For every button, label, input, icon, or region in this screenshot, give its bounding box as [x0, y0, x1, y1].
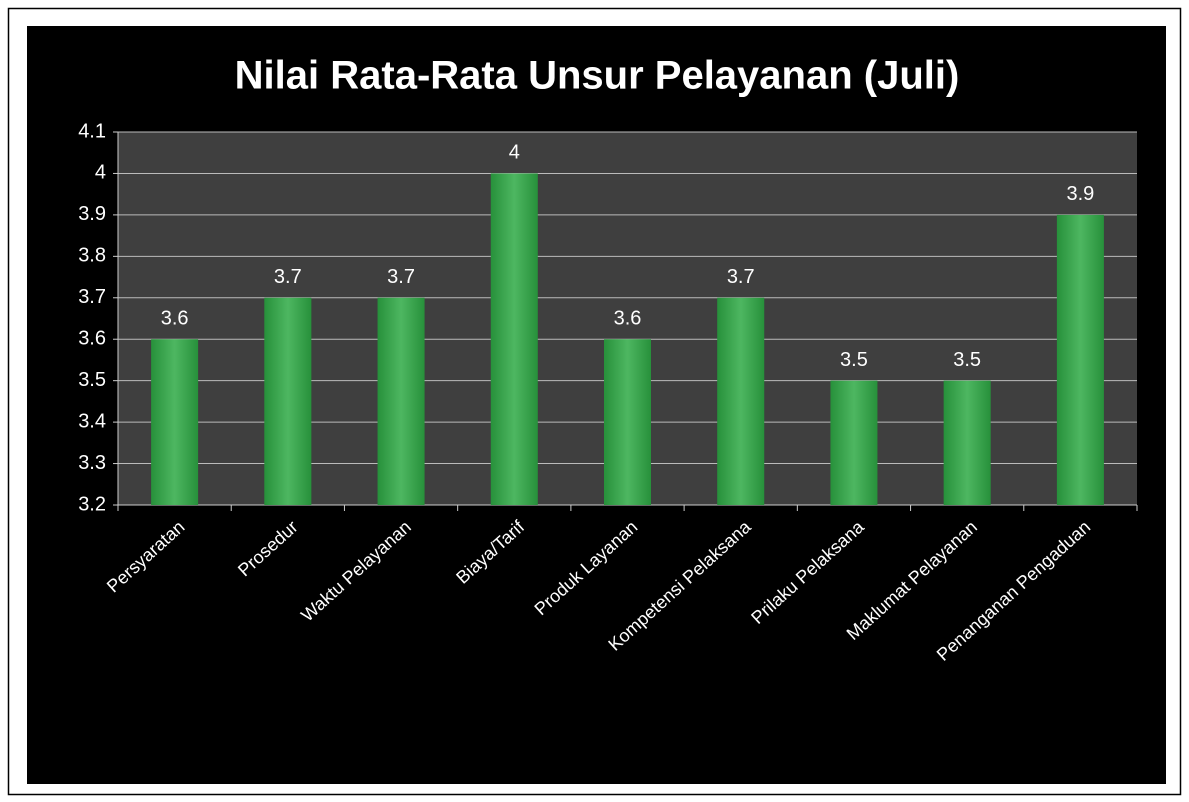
y-tick-label: 3.6: [78, 328, 106, 350]
value-label: 3.7: [387, 266, 415, 288]
y-tick-label: 4: [95, 162, 106, 184]
value-label: 3.5: [953, 349, 981, 371]
y-tick-label: 4.1: [78, 120, 106, 142]
value-label: 3.5: [840, 349, 868, 371]
y-tick-label: 3.7: [78, 286, 106, 308]
y-tick-label: 3.8: [78, 245, 106, 267]
bar-shade: [151, 339, 199, 505]
value-label: 3.6: [161, 308, 189, 330]
value-label: 4: [509, 142, 520, 164]
value-label: 3.6: [614, 308, 642, 330]
bar-shade: [943, 380, 991, 505]
y-tick-label: 3.9: [78, 203, 106, 225]
y-tick-label: 3.3: [78, 452, 106, 474]
bar-shade: [830, 380, 878, 505]
bar-shade: [490, 173, 538, 505]
value-label: 3.9: [1066, 183, 1094, 205]
bar-shade: [264, 297, 312, 505]
bar-shade: [717, 297, 765, 505]
bar-shade: [1056, 214, 1104, 505]
value-label: 3.7: [274, 266, 302, 288]
chart-title: Nilai Rata-Rata Unsur Pelayanan (Juli): [235, 54, 960, 98]
y-tick-label: 3.4: [78, 410, 106, 432]
bar-shade: [604, 339, 651, 505]
y-tick-label: 3.5: [78, 369, 106, 391]
y-tick-label: 3.2: [78, 493, 106, 515]
value-label: 3.7: [727, 266, 755, 288]
bar-shade: [377, 297, 425, 505]
